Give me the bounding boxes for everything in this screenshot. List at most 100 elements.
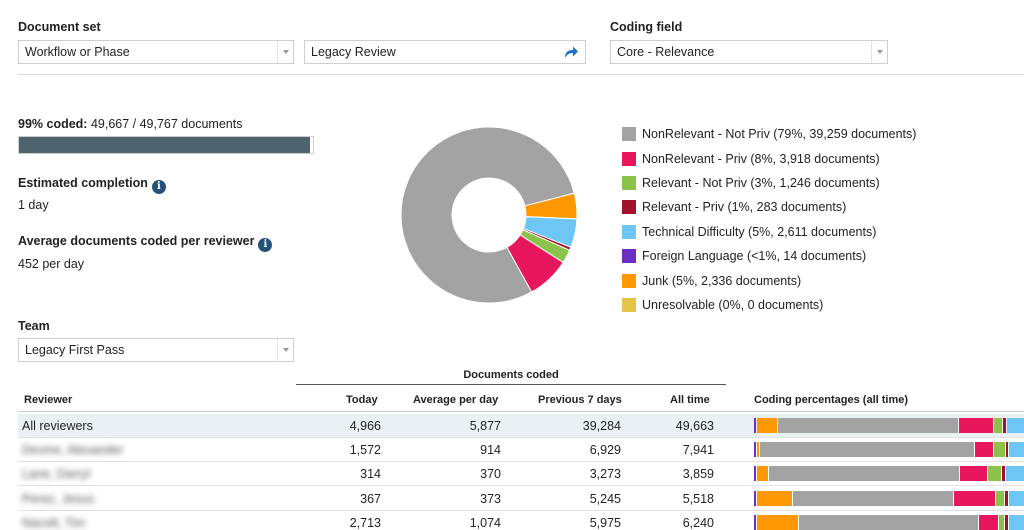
bar-segment — [754, 442, 756, 458]
col-previous-7-days[interactable]: Previous 7 days — [538, 394, 622, 406]
coding-percentage-bar — [754, 514, 1024, 530]
table-row[interactable]: Nacott, Tim 2,713 1,074 5,975 6,240 — [18, 511, 1024, 530]
bar-segment — [754, 466, 756, 482]
legend-label: Unresolvable (0%, 0 documents) — [642, 297, 824, 312]
previous-7-days-count: 6,929 — [589, 443, 621, 458]
legend-item[interactable]: Relevant - Priv (1%, 283 documents) — [622, 195, 916, 219]
coded-percent: 99% coded: — [18, 117, 88, 131]
today-count: 367 — [360, 491, 381, 506]
bar-segment — [777, 418, 959, 433]
chevron-down-icon — [277, 339, 293, 361]
bar-segment — [756, 514, 798, 530]
team-select[interactable]: Legacy First Pass — [18, 338, 294, 362]
bar-segment — [759, 442, 974, 458]
bar-segment — [1005, 490, 1008, 506]
phase-select[interactable]: Legacy Review — [304, 40, 586, 64]
today-count: 1,572 — [349, 443, 381, 458]
info-icon[interactable]: i — [151, 180, 166, 194]
team-value: Legacy First Pass — [25, 343, 125, 357]
section-divider — [18, 74, 1024, 75]
bar-segment — [757, 418, 777, 433]
table-row[interactable]: Perez, Jesus 367 373 5,245 5,518 — [18, 487, 1024, 511]
previous-7-days-count: 5,975 — [589, 515, 621, 530]
legend-item[interactable]: Technical Difficulty (5%, 2,611 document… — [622, 220, 916, 244]
info-icon[interactable]: i — [258, 238, 273, 252]
all-time-count: 7,941 — [682, 443, 714, 458]
coding-donut-chart — [400, 126, 578, 304]
legend-item[interactable]: NonRelevant - Priv (8%, 3,918 documents) — [622, 146, 916, 170]
legend-item[interactable]: Unresolvable (0%, 0 documents) — [622, 293, 916, 317]
avg-per-reviewer-label: Average documents coded per reviewer — [18, 234, 255, 248]
coding-progress-bar — [18, 136, 314, 154]
previous-7-days-count: 3,273 — [589, 467, 621, 482]
legend-swatch — [622, 151, 636, 166]
document-set-select[interactable]: Workflow or Phase — [18, 40, 294, 64]
legend-item[interactable]: NonRelevant - Not Priv (79%, 39,259 docu… — [622, 122, 916, 146]
bar-segment — [994, 418, 1003, 433]
coding-percentage-bar — [754, 442, 1024, 458]
bar-segment — [1003, 418, 1007, 433]
coding-field-select[interactable]: Core - Relevance — [610, 40, 888, 64]
header-rule — [18, 411, 1024, 412]
bar-segment — [754, 418, 756, 433]
col-today[interactable]: Today — [346, 394, 378, 406]
coding-percentage-bar — [754, 466, 1024, 482]
legend-label: Technical Difficulty (5%, 2,611 document… — [642, 224, 877, 239]
documents-coded-header: Documents coded — [296, 366, 726, 385]
table-row[interactable]: Lane, Darryl 314 370 3,273 3,859 — [18, 462, 1024, 487]
donut-slice[interactable] — [400, 126, 575, 304]
estimated-completion-heading: Estimated completion i — [18, 176, 166, 194]
bar-segment — [1005, 514, 1008, 530]
legend-item[interactable]: Junk (5%, 2,336 documents) — [622, 268, 916, 292]
coding-field-label: Coding field — [610, 20, 683, 34]
today-count: 4,966 — [349, 419, 381, 433]
legend-swatch — [622, 273, 636, 288]
table-row[interactable]: Devine, Alexander 1,572 914 6,929 7,941 — [18, 438, 1024, 463]
average-count: 5,877 — [469, 419, 501, 433]
bar-segment — [1009, 442, 1024, 458]
legend-swatch — [622, 224, 636, 239]
today-count: 314 — [360, 467, 381, 482]
col-reviewer[interactable]: Reviewer — [24, 394, 73, 406]
bar-segment — [756, 442, 759, 458]
progress-fill — [19, 137, 311, 153]
avg-per-reviewer-heading: Average documents coded per reviewer i — [18, 234, 273, 252]
reviewer-name: Nacott, Tim — [22, 515, 86, 530]
legend-item[interactable]: Foreign Language (<1%, 14 documents) — [622, 244, 916, 268]
bar-segment — [974, 442, 993, 458]
bar-segment — [959, 466, 987, 482]
share-arrow-icon[interactable] — [563, 45, 579, 59]
legend-label: Foreign Language (<1%, 14 documents) — [642, 249, 867, 264]
legend-swatch — [622, 175, 636, 190]
legend-label: NonRelevant - Not Priv (79%, 39,259 docu… — [642, 127, 917, 142]
legend-swatch — [622, 200, 636, 215]
bar-segment — [1005, 442, 1009, 458]
document-set-label: Document set — [18, 20, 101, 34]
col-all-time[interactable]: All time — [670, 394, 710, 406]
previous-7-days-count: 5,245 — [589, 491, 621, 506]
reviewer-name: Lane, Darryl — [22, 467, 91, 482]
estimated-completion-value: 1 day — [18, 198, 49, 212]
bar-segment — [768, 466, 959, 482]
coding-field-value: Core - Relevance — [617, 45, 715, 59]
today-count: 2,713 — [349, 515, 381, 530]
legend-label: Relevant - Not Priv (3%, 1,246 documents… — [642, 175, 880, 190]
table-row[interactable]: All reviewers 4,966 5,877 39,284 49,663 — [18, 414, 1024, 438]
bar-segment — [754, 514, 756, 530]
legend-swatch — [622, 127, 636, 142]
bar-segment — [1008, 490, 1024, 506]
reviewer-name: All reviewers — [22, 419, 93, 433]
legend-label: Relevant - Priv (1%, 283 documents) — [642, 200, 847, 215]
avg-per-reviewer-value: 452 per day — [18, 257, 85, 271]
all-time-count: 3,859 — [682, 467, 714, 482]
bar-segment — [1002, 466, 1006, 482]
bar-segment — [995, 490, 1005, 506]
coded-counts: 49,667 / 49,767 documents — [90, 117, 243, 131]
bar-segment — [793, 490, 954, 506]
bar-segment — [998, 514, 1005, 530]
col-coding-percentages[interactable]: Coding percentages (all time) — [754, 394, 909, 406]
col-average[interactable]: Average per day — [413, 394, 499, 406]
chevron-down-icon — [277, 41, 293, 63]
all-time-count: 5,518 — [682, 491, 714, 506]
legend-item[interactable]: Relevant - Not Priv (3%, 1,246 documents… — [622, 171, 916, 195]
